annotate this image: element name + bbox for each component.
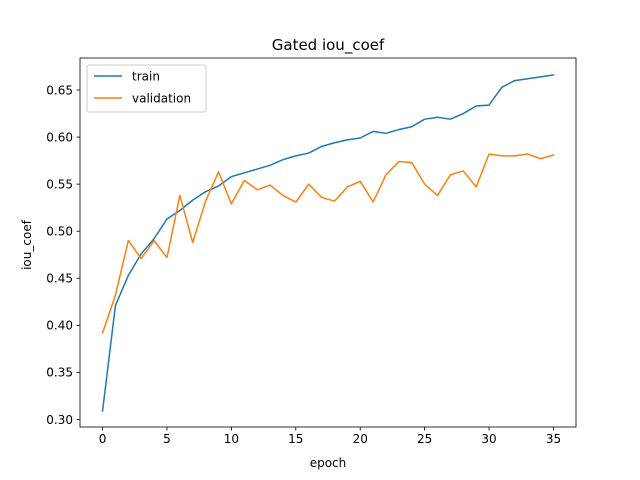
y-tick-label: 0.45 (46, 272, 73, 286)
y-tick-label: 0.55 (46, 177, 73, 191)
x-tick-label: 10 (224, 432, 239, 446)
x-tick-label: 30 (481, 432, 496, 446)
x-tick-label: 0 (99, 432, 107, 446)
y-tick-label: 0.60 (46, 130, 73, 144)
y-tick-label: 0.65 (46, 83, 73, 97)
y-tick-label: 0.30 (46, 413, 73, 427)
x-tick-label: 20 (353, 432, 368, 446)
series-line-train (101, 74, 555, 412)
chart-title: Gated iou_coef (272, 36, 385, 55)
legend-label-validation: validation (132, 91, 191, 105)
x-tick-label: 35 (546, 432, 561, 446)
x-axis-label: epoch (310, 456, 347, 470)
legend-label-train: train (132, 69, 160, 83)
series-line-validation (101, 153, 555, 334)
plot-area (101, 74, 555, 412)
y-tick-label: 0.50 (46, 225, 73, 239)
y-axis-label: iou_coef (20, 219, 34, 270)
x-tick-label: 5 (163, 432, 171, 446)
legend: train validation (86, 64, 207, 113)
y-tick-label: 0.35 (46, 366, 73, 380)
y-tick-label: 0.40 (46, 319, 73, 333)
axes: 0 5 10 15 20 25 30 35 0.30 0.35 0.40 0.45 0.50 0.55 0.… (46, 57, 577, 446)
x-tick-label: 15 (288, 432, 303, 446)
axes-frame (79, 57, 577, 428)
x-tick-label: 25 (417, 432, 432, 446)
